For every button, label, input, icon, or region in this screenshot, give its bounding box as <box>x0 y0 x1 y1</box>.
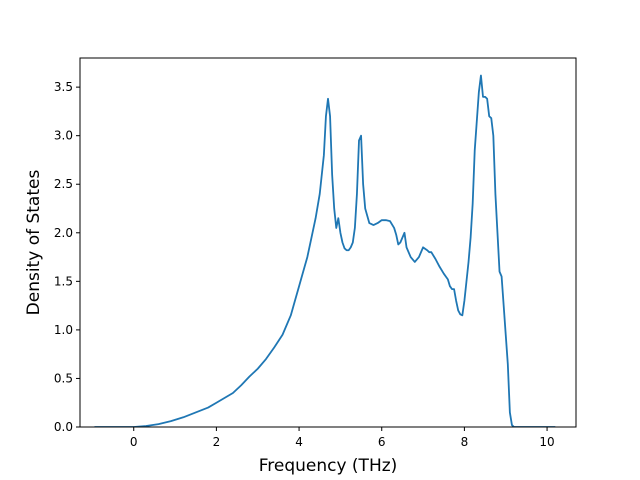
x-axis-label: Frequency (THz) <box>259 456 398 476</box>
y-axis-label: Density of States <box>24 170 44 316</box>
y-tick-label: 0.0 <box>54 420 73 434</box>
y-axis: 0.0 0.5 1.0 1.5 2.0 2.5 3.0 3.5 <box>54 80 80 434</box>
plot-area <box>94 74 556 427</box>
x-tick-label: 8 <box>461 435 469 449</box>
x-tick-label: 10 <box>539 435 554 449</box>
y-tick-label: 3.5 <box>54 80 73 94</box>
x-axis: 0 2 4 6 8 10 <box>130 427 555 449</box>
y-tick-label: 2.0 <box>54 226 73 240</box>
dos-series-line <box>94 74 556 427</box>
y-tick-label: 2.5 <box>54 177 73 191</box>
y-tick-label: 1.0 <box>54 323 73 337</box>
y-tick-label: 1.5 <box>54 274 73 288</box>
x-tick-label: 2 <box>213 435 221 449</box>
x-tick-label: 4 <box>295 435 303 449</box>
y-tick-label: 0.5 <box>54 371 73 385</box>
x-tick-label: 6 <box>378 435 386 449</box>
y-tick-label: 3.0 <box>54 129 73 143</box>
axes-frame <box>79 57 577 428</box>
x-tick-label: 0 <box>130 435 138 449</box>
